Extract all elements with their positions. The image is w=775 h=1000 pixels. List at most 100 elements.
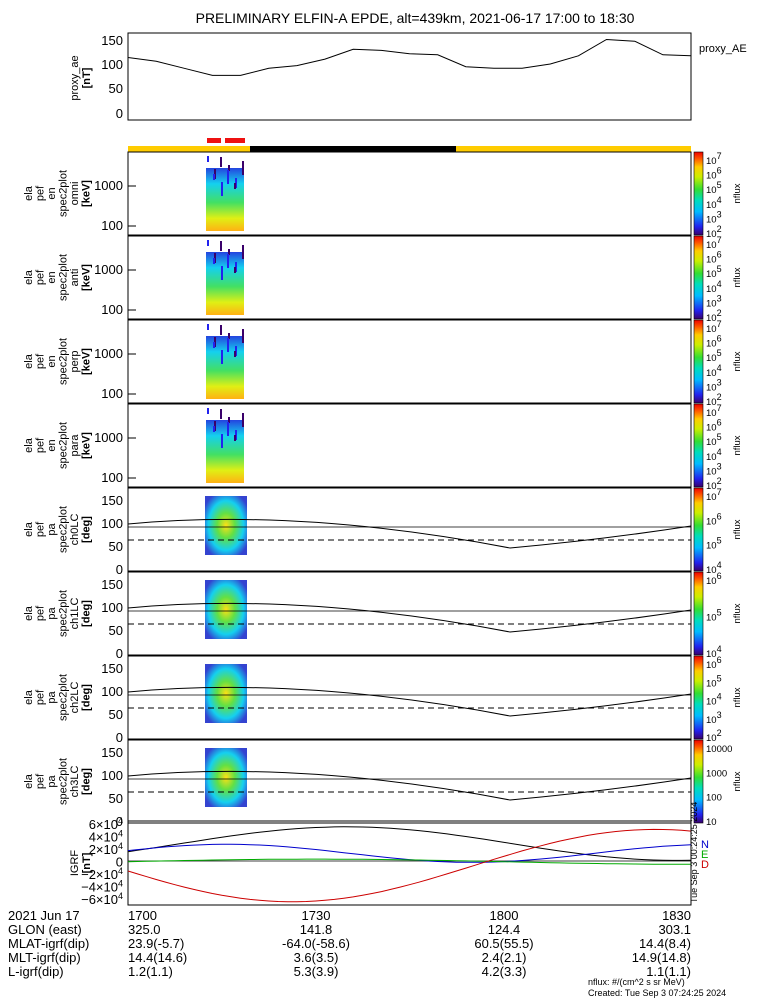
pa-ch2-colorbar-label: nflux: [732, 687, 743, 707]
pa-ch0-frame: [127, 487, 692, 572]
pa-ch0-colorbar-tick: 105: [706, 536, 722, 552]
pa-ch3-loss-cone-line: [127, 770, 692, 801]
red-marker-1: [207, 138, 221, 143]
pa-ch2-panel: ela pef pa spec2plot ch2LC [deg]1501005001061…: [23, 655, 743, 745]
spec-para-ylabel-line: ela: [23, 437, 35, 453]
x-axis-row-label: GLON (east): [8, 922, 82, 937]
x-axis-row-label: L-igrf(dip): [8, 964, 64, 979]
spec-perp-colorbar: [693, 319, 704, 404]
igrf-total-line: [127, 826, 692, 861]
x-axis-row-value: 14.4(14.6): [128, 950, 187, 965]
pa-ch3-ytick: 150: [101, 745, 123, 760]
igrf-panel: IGRF [nT] 6×1044×1042×1040−2×104−4×104−6…: [69, 802, 709, 907]
spec-para-speckle: [213, 426, 215, 432]
pa-ch1-ylabel-line: ela: [23, 605, 35, 621]
science-zone-bar: [128, 138, 691, 152]
pa-ch0-colorbar-tick: 106: [706, 511, 722, 527]
x-axis-row-value: 1.1(1.1): [646, 964, 691, 979]
spec-anti-ytick: 100: [101, 302, 123, 317]
pa-ch3-ylabel-line: ch3LC: [69, 766, 81, 798]
spec-anti-colorbar-tick: 104: [706, 279, 722, 295]
proxy-ae-line: [127, 38, 692, 76]
spec-anti-colorbar-tick: 103: [706, 293, 722, 309]
pa-ch3-frame: [127, 739, 692, 824]
spec-para-colorbar-tick: 104: [706, 447, 722, 463]
footer-created: Created: Tue Sep 3 07:24:25 2024: [588, 988, 726, 998]
pa-ch1-flux-region: [205, 580, 247, 639]
proxy-ae-ylabel-0: proxy_ae: [69, 55, 81, 100]
pa-ch1-ylabel-line: [deg]: [81, 600, 93, 627]
pa-ch2-ylabel-line: ch2LC: [69, 682, 81, 714]
spec-perp-ylabel-line: ela: [23, 353, 35, 369]
spec-omni-ytick: 1000: [94, 178, 123, 193]
spec-para-speckle: [207, 408, 209, 414]
pa-ch1-ytick: 0: [116, 646, 123, 661]
spec-para-ylabel-line: pef: [35, 437, 47, 453]
igrf-legend-e: E: [701, 849, 708, 861]
pa-ch2-ytick: 50: [109, 707, 123, 722]
igrf-legend-d: D: [701, 859, 709, 871]
pa-ch2-ylabel-line: pa: [46, 691, 58, 704]
spec-anti-ylabel-line: pef: [35, 269, 47, 285]
spec-omni-ylabel-line: omni: [69, 182, 81, 206]
pa-ch2-ylabel-line: spec2plot: [58, 674, 70, 721]
spec-omni-speckle: [227, 170, 229, 184]
pa-ch0-loss-cone-line: [127, 518, 692, 549]
pa-ch2-colorbar-tick: 104: [706, 692, 722, 708]
status-yellow-1: [128, 146, 250, 152]
pa-ch1-ytick: 150: [101, 577, 123, 592]
x-axis-row-value: 3.6(3.5): [294, 950, 339, 965]
pa-ch0-flux-region: [205, 496, 247, 555]
pa-ch3-ylabel-line: ela: [23, 773, 35, 789]
pa-ch3-colorbar-tick: 1000: [706, 768, 727, 779]
spec-anti-speckle: [221, 266, 223, 280]
spec-omni-colorbar-tick: 104: [706, 195, 722, 211]
spec-omni-speckle: [207, 156, 209, 162]
pa-ch1-ylabel-line: ch1LC: [69, 598, 81, 630]
spec-perp-speckle: [221, 350, 223, 364]
spec-para-ylabel-line: en: [46, 439, 58, 451]
spec-para-colorbar-label: nflux: [732, 435, 743, 455]
igrf-ytick: 6×104: [89, 816, 123, 832]
pa-ch2-ytick: 100: [101, 684, 123, 699]
spec-anti-colorbar-tick: 106: [706, 250, 722, 266]
igrf-e-line: [127, 858, 691, 865]
x-axis-row-value: 23.9(-5.7): [128, 936, 184, 951]
spec-omni-speckle: [221, 182, 223, 196]
spec-perp-ytick: 100: [101, 386, 123, 401]
igrf-ytick: −6×104: [81, 891, 123, 907]
spec-perp-flux-region: [206, 336, 244, 399]
spec-anti-ylabel-line: ela: [23, 269, 35, 285]
pa-ch0-ylabel-line: spec2plot: [58, 506, 70, 553]
pa-ch3-colorbar-tick: 100: [706, 793, 722, 804]
igrf-ytick: 4×104: [89, 829, 123, 845]
pa-ch1-ylabel-line: pa: [46, 607, 58, 620]
x-axis-row-label: MLAT-igrf(dip): [8, 936, 89, 951]
spec-anti-colorbar-label: nflux: [732, 267, 743, 287]
pa-ch1-panel: ela pef pa spec2plot ch1LC [deg]1501005001061…: [23, 571, 743, 661]
igrf-d-line: [127, 828, 692, 903]
pa-ch2-colorbar: [693, 655, 704, 740]
spec-anti-flux-region: [206, 252, 244, 315]
pa-ch3-colorbar: [693, 739, 704, 824]
pa-ch3-flux-region: [205, 748, 247, 807]
spec-anti-ylabel-line: spec2plot: [58, 254, 70, 301]
pa-ch0-ytick: 100: [101, 516, 123, 531]
spec-omni-ylabel-line: pef: [35, 185, 47, 201]
spec-perp-speckle: [207, 324, 209, 330]
spec-para-panel: ela pef en spec2plot para [keV] 10001001071061…: [23, 403, 743, 492]
spec-para-ylabel-line: spec2plot: [58, 422, 70, 469]
pa-ch0-colorbar: [693, 487, 704, 572]
spec-anti-ytick: 1000: [94, 262, 123, 277]
spec-perp-speckle: [242, 329, 244, 343]
pa-ch0-ytick: 150: [101, 493, 123, 508]
pa-ch0-ylabel-line: pa: [46, 523, 58, 536]
spec-omni-colorbar-tick: 105: [706, 180, 722, 196]
spec-omni-speckle: [242, 161, 244, 175]
spec-anti-speckle: [227, 254, 229, 268]
pa-ch0-ytick: 50: [109, 539, 123, 554]
spec-perp-colorbar-tick: 106: [706, 334, 722, 350]
spec-omni-colorbar-label: nflux: [732, 183, 743, 203]
spec-anti-speckle: [207, 240, 209, 246]
spec-para-ylabel-line: [keV]: [81, 432, 93, 459]
